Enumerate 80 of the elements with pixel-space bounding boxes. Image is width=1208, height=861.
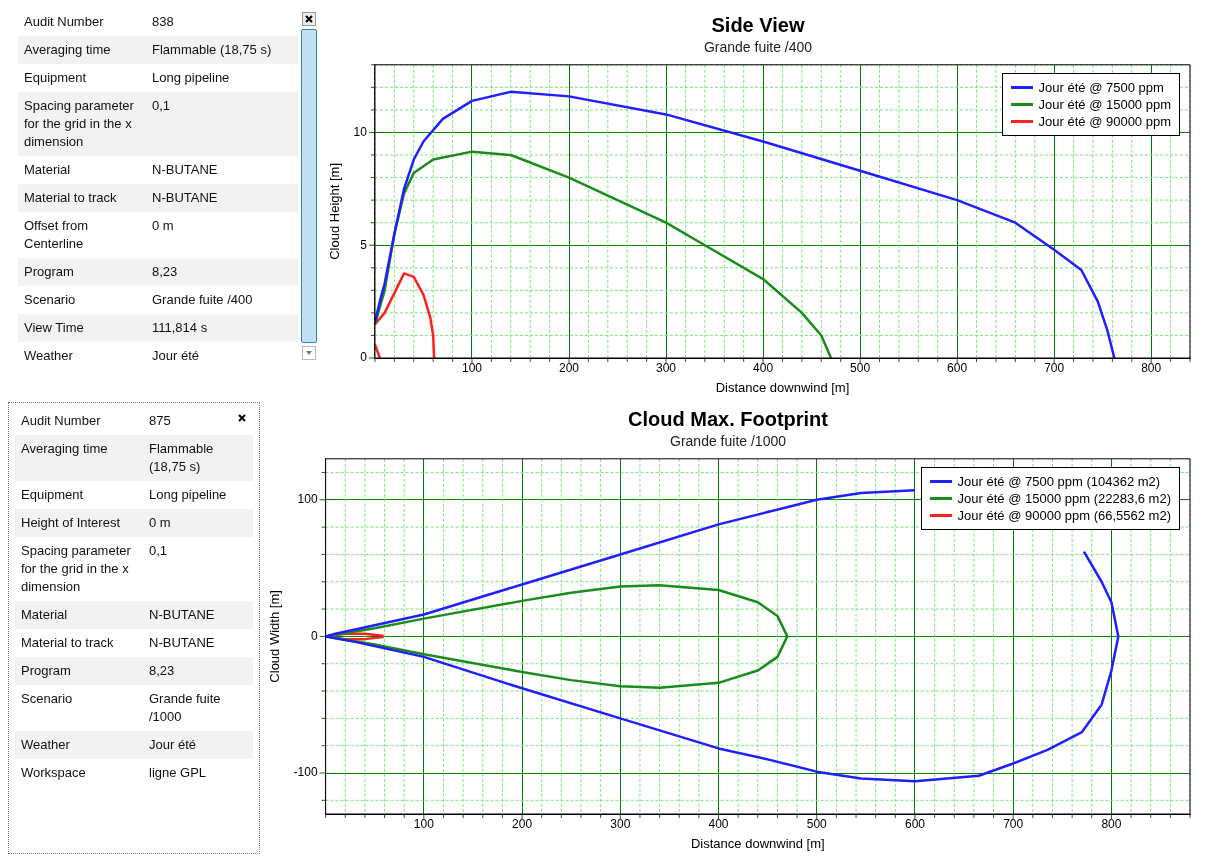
x-tick-label: 100 — [413, 816, 435, 831]
chart-subtitle: Grande fuite /1000 — [670, 433, 787, 450]
text: Spacing parameter for the grid in the x dimension — [21, 542, 132, 596]
text: Scenario — [21, 690, 74, 708]
text: N-BUTANE — [152, 189, 219, 207]
x-tick-label: 800 — [1101, 816, 1122, 831]
x-tick-label: 300 — [610, 816, 631, 831]
text: Equipment — [24, 69, 88, 87]
x-tick-label: 200 — [558, 360, 580, 375]
x-tick-label: 600 — [947, 360, 968, 375]
x-tick-label: 400 — [708, 816, 729, 831]
chart-subtitle: Grande fuite /400 — [703, 39, 813, 56]
text: 8,23 — [152, 263, 179, 281]
text: Long pipeline — [152, 69, 231, 87]
x-tick-label: 500 — [806, 816, 828, 831]
x-tick-label: 700 — [1003, 816, 1024, 831]
text: Spacing parameter for the grid in the x dimension — [24, 97, 135, 151]
text: Weather — [24, 347, 74, 365]
text: Equipment — [21, 486, 85, 504]
text: Long pipeline — [149, 486, 228, 504]
legend-label: Jour été @ 15000 ppm (22283,6 m2) — [957, 489, 1171, 507]
x-axis-title: Distance downwind [m] — [690, 835, 825, 851]
x-tick-label: 400 — [753, 360, 774, 375]
text: 875 — [149, 412, 172, 430]
text: Audit Number — [24, 13, 105, 31]
text: Weather — [21, 736, 71, 754]
text: 111,814 s — [152, 319, 209, 337]
text: Program — [24, 263, 75, 281]
y-tick-label: 10 — [353, 124, 368, 139]
x-tick-label: 700 — [1044, 360, 1065, 375]
chart-title: Cloud Max. Footprint — [628, 407, 829, 430]
text: Grande fuite /400 — [152, 291, 254, 309]
chart-title: Side View — [711, 13, 805, 36]
text: N-BUTANE — [149, 634, 216, 652]
y-axis-title: Cloud Width [m] — [267, 590, 283, 683]
x-tick-label: 800 — [1141, 360, 1162, 375]
text: Flammable (18,75 s) — [149, 440, 215, 476]
legend-label: Jour été @ 90000 ppm (66,5562 m2) — [957, 506, 1171, 524]
text: Averaging time — [21, 440, 109, 458]
text: Material — [21, 606, 69, 624]
text: 8,23 — [149, 662, 176, 680]
text: 0,1 — [149, 542, 169, 560]
text: Program — [21, 662, 72, 680]
text: N-BUTANE — [149, 606, 216, 624]
x-tick-label: 600 — [904, 816, 926, 831]
x-axis-title: Distance downwind [m] — [715, 379, 850, 395]
text: Height of Interest — [21, 514, 121, 532]
x-tick-label: 200 — [512, 816, 533, 831]
y-tick-label: -100 — [293, 765, 318, 780]
text: Averaging time — [24, 41, 112, 59]
text: 838 — [152, 13, 175, 31]
text: Offset from Centerline — [24, 217, 90, 253]
y-tick-label: 0 — [310, 628, 318, 643]
text: Workspace — [21, 764, 87, 782]
y-tick-label: 100 — [297, 492, 318, 507]
x-tick-label: 500 — [850, 360, 871, 375]
text: Scenario — [24, 291, 77, 309]
legend-label: Jour été @ 15000 ppm — [1038, 95, 1171, 113]
text: Material to track — [21, 634, 115, 652]
text: View Time — [24, 319, 85, 337]
text: Jour été — [152, 347, 200, 365]
y-tick-label: 0 — [360, 350, 368, 365]
text: Material to track — [24, 189, 118, 207]
text: N-BUTANE — [152, 161, 219, 179]
text: 0 m — [152, 217, 175, 235]
x-tick-label: 100 — [461, 360, 483, 375]
legend-label: Jour été @ 7500 ppm (104362 m2) — [957, 472, 1161, 490]
y-axis-title: Cloud Height [m] — [327, 162, 343, 260]
text: 0 m — [149, 514, 172, 532]
legend-label: Jour été @ 7500 ppm — [1038, 78, 1164, 96]
text: Jour été — [149, 736, 197, 754]
text: Audit Number — [21, 412, 102, 430]
y-tick-label: 5 — [360, 237, 368, 252]
text: 0,1 — [152, 97, 172, 115]
x-tick-label: 300 — [656, 360, 677, 375]
legend-label: Jour été @ 90000 ppm — [1038, 112, 1171, 130]
text: Flammable (18,75 s) — [152, 41, 273, 59]
text: ligne GPL — [149, 764, 208, 782]
text: Material — [24, 161, 72, 179]
text: Grande fuite /1000 — [149, 690, 222, 726]
